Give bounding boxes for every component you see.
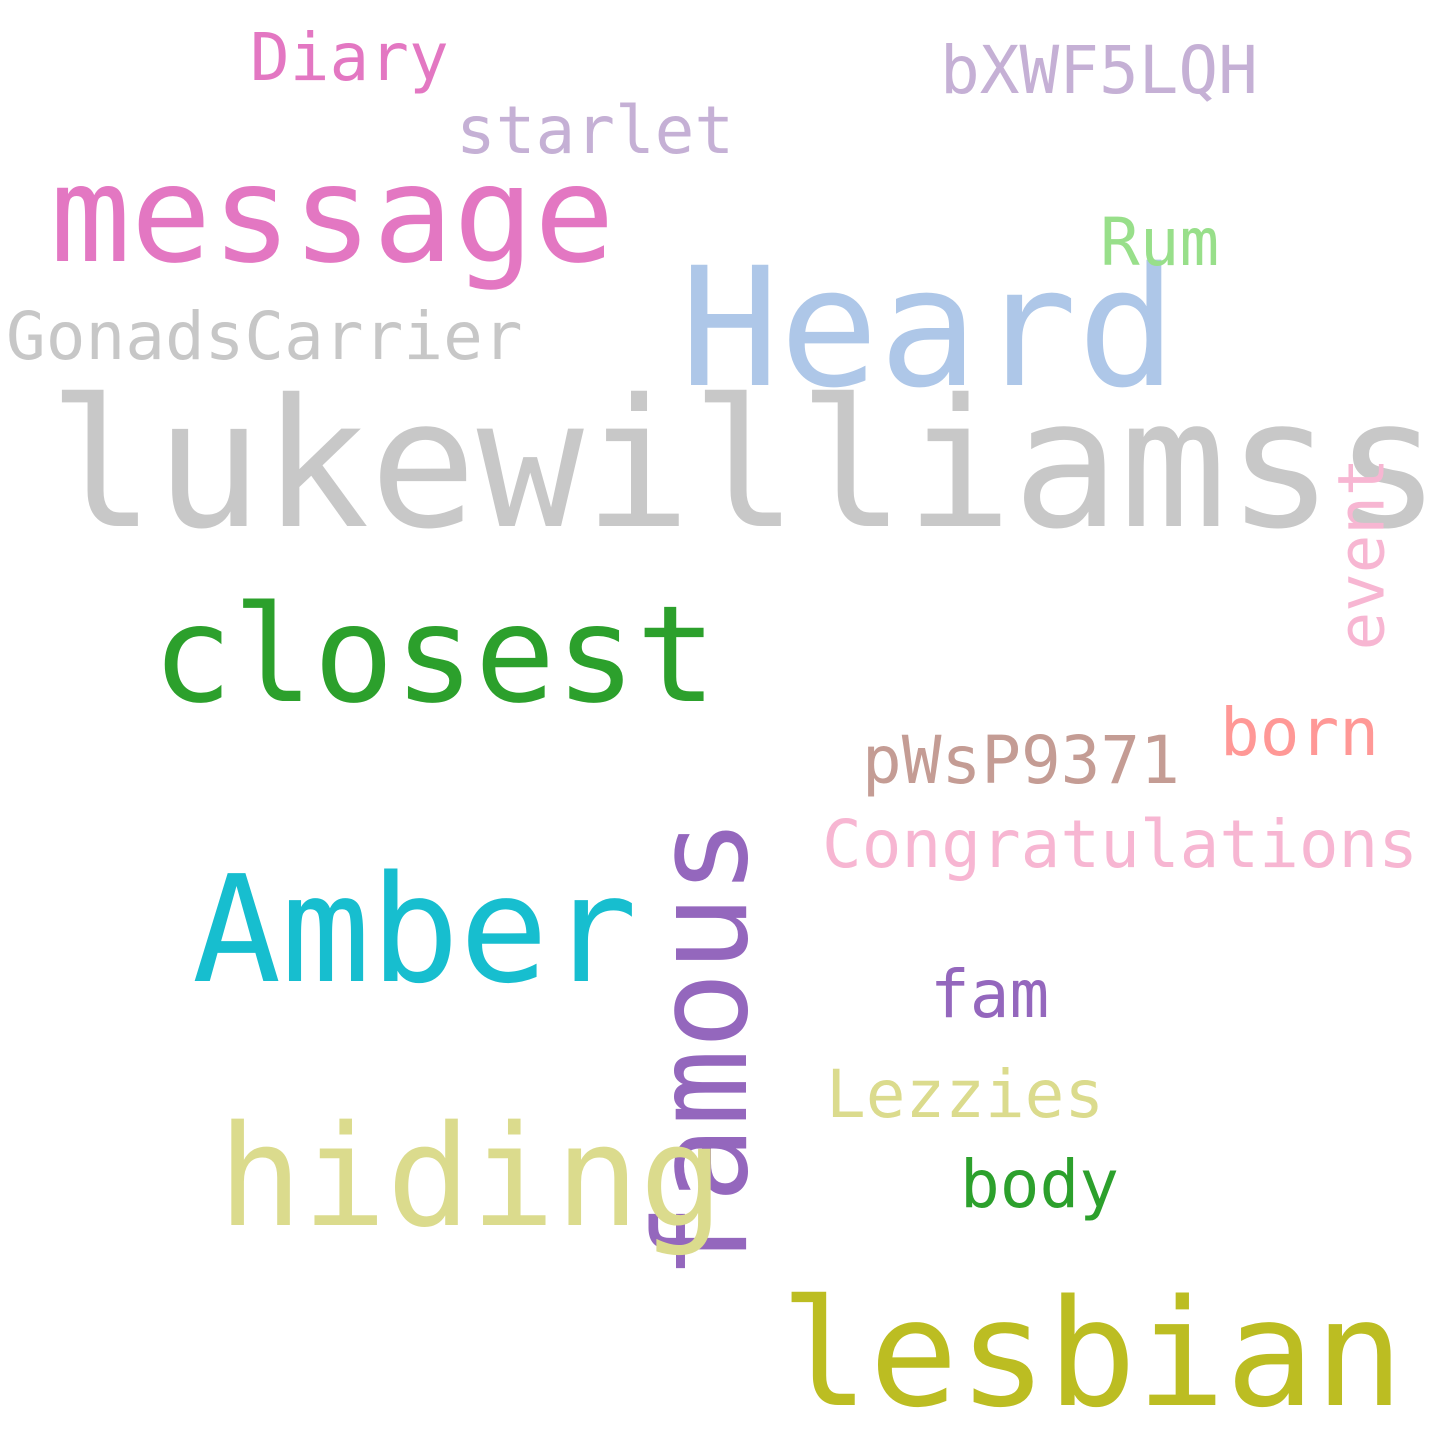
- word-starlet: starlet: [456, 92, 735, 169]
- word-heard: Heard: [680, 232, 1177, 424]
- word-rum: Rum: [1100, 204, 1220, 281]
- word-diary: Diary: [250, 19, 449, 96]
- word-bxwf5lqh: bXWF5LQH: [940, 32, 1258, 109]
- word-hiding: hiding: [218, 1096, 724, 1259]
- word-pwsp9371: pWsP9371: [862, 722, 1180, 799]
- word-congratulations: Congratulations: [822, 806, 1419, 883]
- word-born: born: [1220, 694, 1379, 771]
- word-lukewilliamss: lukewilliamss: [48, 361, 1440, 568]
- word-amber: Amber: [192, 844, 638, 1016]
- word-lesbian: lesbian: [780, 1268, 1404, 1440]
- word-closest: closest: [152, 577, 717, 733]
- word-body: body: [960, 1146, 1119, 1223]
- word-gonadscarrier: GonadsCarrier: [6, 298, 523, 375]
- word-event: event: [1325, 457, 1400, 651]
- word-lezzies: Lezzies: [826, 1056, 1105, 1133]
- word-fam: fam: [930, 956, 1050, 1033]
- word-message: message: [50, 137, 615, 293]
